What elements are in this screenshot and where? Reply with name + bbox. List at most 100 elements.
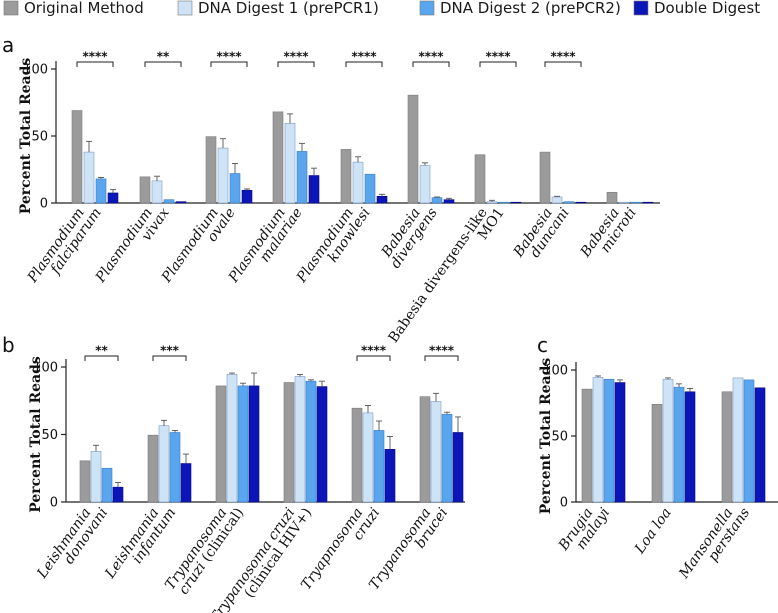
bar (430, 401, 442, 503)
significance-bracket (412, 61, 450, 67)
significance-bracket (144, 61, 182, 67)
bar (510, 201, 522, 204)
y-axis-label: Percent Total Reads (18, 58, 34, 215)
bar (340, 149, 352, 204)
bar (575, 201, 587, 204)
bar (431, 197, 443, 204)
significance-label: **** (485, 50, 511, 64)
legend-swatch (633, 0, 649, 16)
legend-swatch (3, 0, 19, 16)
bar (180, 463, 192, 503)
bar (305, 380, 317, 503)
bar (373, 430, 385, 503)
bar (71, 110, 83, 204)
panel-letter: b (2, 333, 15, 357)
y-axis-label: Percent Total Reads (538, 358, 554, 515)
bar (95, 178, 107, 204)
bar (101, 467, 113, 503)
bar (486, 201, 498, 204)
legend-label: Original Method (24, 0, 144, 17)
bar (215, 385, 227, 503)
bar (169, 432, 181, 503)
bar (618, 201, 630, 204)
significance-bracket (479, 61, 517, 67)
bar (272, 111, 284, 204)
bar (642, 201, 654, 204)
bar (151, 180, 163, 204)
y-tick-label: 100 (33, 361, 58, 376)
bar (614, 382, 626, 503)
bar (721, 391, 733, 503)
bar (79, 460, 91, 503)
significance-label: **** (82, 50, 108, 64)
category-label: Loa loa (631, 505, 674, 557)
bar (205, 136, 217, 204)
bar (384, 449, 396, 503)
bar (581, 388, 593, 503)
significance-bracket (84, 355, 119, 361)
y-tick-label: 0 (50, 496, 58, 511)
bar (754, 387, 766, 503)
y-tick-label: 50 (31, 130, 48, 145)
significance-bracket (277, 61, 315, 67)
bar (498, 201, 510, 204)
bar (743, 379, 755, 503)
bar (217, 147, 229, 204)
significance-label: **** (361, 344, 387, 358)
bar (419, 165, 431, 204)
significance-label: **** (429, 344, 455, 358)
significance-label: **** (418, 50, 444, 64)
bar (419, 396, 431, 503)
bar (158, 425, 170, 503)
bar (83, 151, 95, 204)
bar (539, 151, 551, 204)
bar (316, 386, 328, 503)
bar (296, 151, 308, 204)
panel-letter: c (537, 333, 548, 357)
bar (229, 173, 241, 204)
y-tick-label: 50 (551, 430, 568, 445)
bar (441, 413, 453, 503)
significance-label: ** (157, 50, 170, 64)
bar (563, 201, 575, 204)
legend-label: DNA Digest 1 (prePCR1) (198, 0, 379, 17)
significance-bracket (152, 355, 187, 361)
bar (362, 412, 374, 503)
legend-label: Double Digest (654, 0, 760, 17)
bar (308, 175, 320, 204)
bar (352, 161, 364, 204)
bar (606, 191, 618, 204)
bar (651, 404, 663, 503)
bar (175, 201, 187, 204)
significance-label: **** (216, 50, 242, 64)
y-tick-label: 0 (560, 496, 568, 511)
bar (443, 199, 455, 204)
significance-bracket (76, 61, 114, 67)
legend-item: Double Digest (633, 0, 760, 17)
significance-bracket (210, 61, 248, 67)
bar (139, 176, 151, 204)
panel-b: b Percent Total Reads 0 50 100**Leishmaniado… (2, 333, 465, 613)
bar (90, 451, 102, 503)
bar (673, 386, 685, 503)
bar (551, 196, 563, 204)
bar (732, 377, 744, 503)
bar (283, 382, 295, 503)
y-tick-label: 100 (23, 63, 48, 78)
bar (112, 486, 124, 503)
y-axis-label: Percent Total Reads (28, 356, 44, 513)
bar (237, 385, 249, 503)
significance-label: **** (351, 50, 377, 64)
bar (241, 189, 253, 204)
